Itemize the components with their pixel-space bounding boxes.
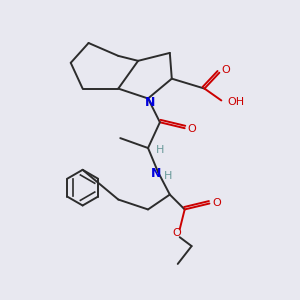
Text: O: O: [187, 124, 196, 134]
Text: H: H: [164, 171, 172, 181]
Text: OH: OH: [227, 98, 244, 107]
Text: O: O: [172, 228, 181, 238]
Text: N: N: [145, 96, 155, 109]
Text: O: O: [212, 199, 221, 208]
Text: N: N: [151, 167, 161, 180]
Text: O: O: [221, 65, 230, 75]
Text: H: H: [156, 145, 164, 155]
